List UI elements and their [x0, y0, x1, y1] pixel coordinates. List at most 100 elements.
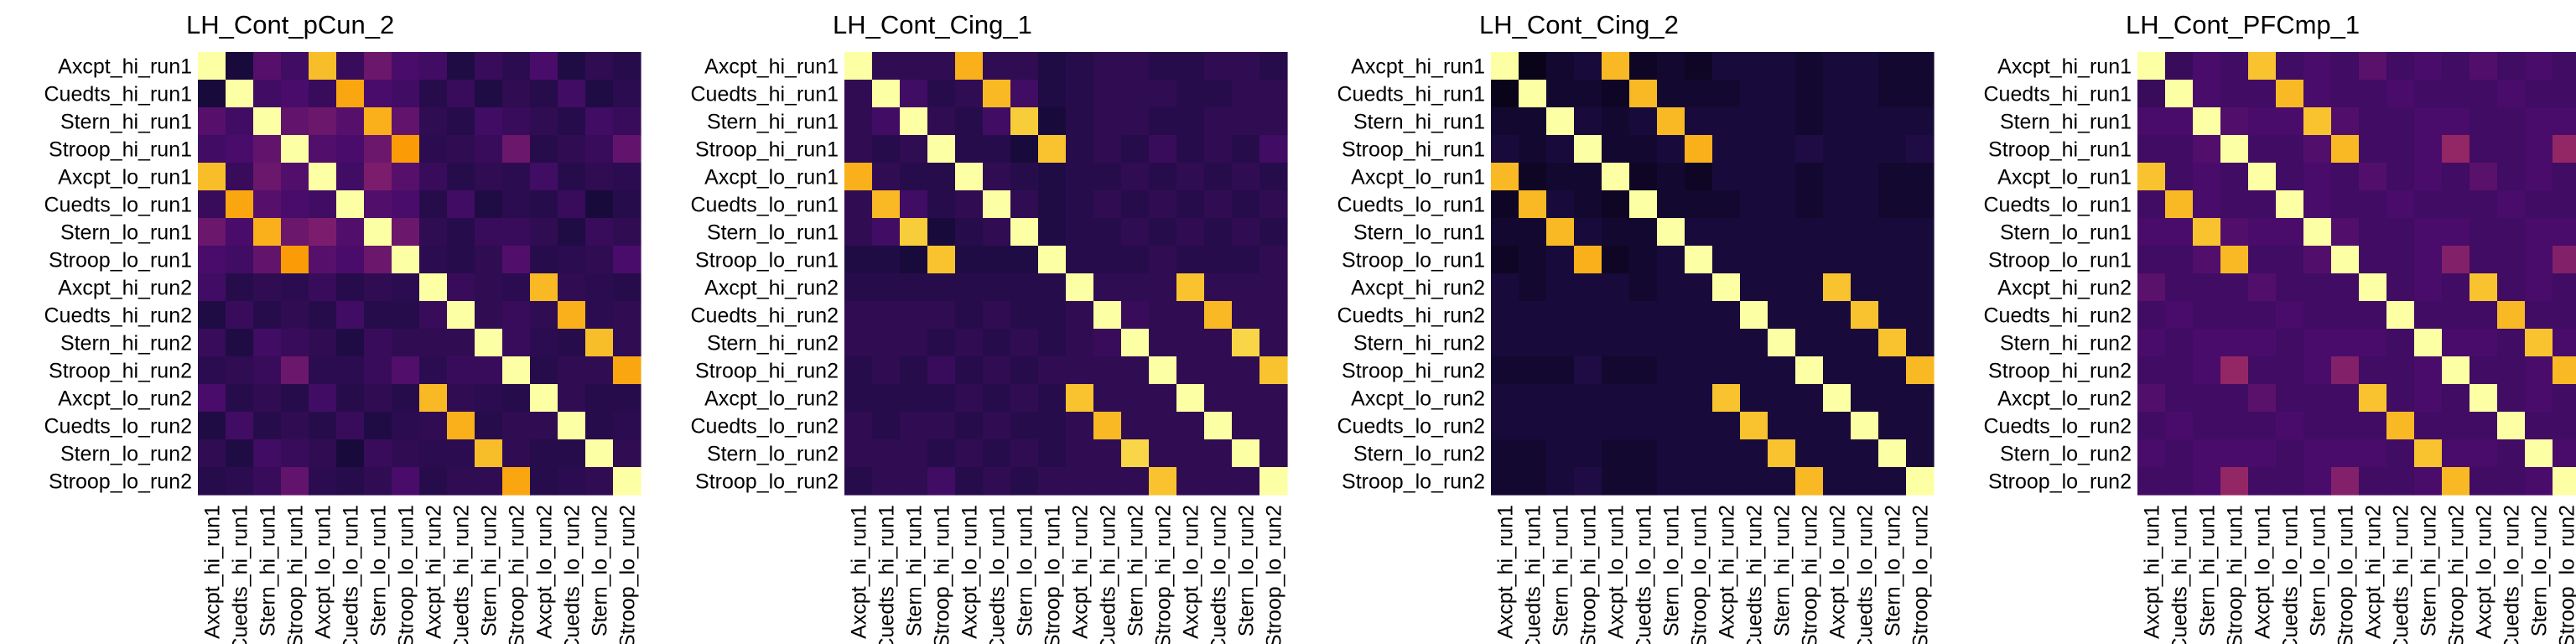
heatmap-cell: [927, 329, 956, 357]
heatmap-cell: [2470, 301, 2498, 330]
heatmap-cell: [1038, 246, 1067, 274]
heatmap-cell: [1491, 412, 1519, 440]
heatmap-cell: [226, 218, 254, 247]
heatmap-panel-2: LH_Cont_Cing_1Axcpt_hi_run1Cuedts_hi_run…: [690, 10, 1288, 644]
heatmap-cell: [530, 467, 558, 496]
heatmap-cell: [1519, 218, 1547, 247]
heatmap-cell: [2553, 467, 2576, 496]
heatmap-cell: [1491, 384, 1519, 413]
heatmap-cell: [281, 246, 309, 274]
heatmap-cell: [1066, 163, 1094, 191]
heatmap-cell: [198, 384, 226, 413]
row-tick-label: Stern_lo_run1: [707, 221, 839, 245]
heatmap-cell: [1574, 52, 1602, 80]
heatmap-cell: [2165, 190, 2194, 219]
heatmap-cell: [1685, 273, 1713, 302]
heatmap-cell: [1546, 135, 1575, 164]
heatmap-cell: [2525, 80, 2553, 108]
heatmap-cell: [1740, 246, 1768, 274]
column-tick-label: Stroop_hi_run1: [284, 505, 308, 644]
heatmap-cell: [1795, 273, 1824, 302]
heatmap-cell: [1768, 218, 1796, 247]
heatmap-cell: [2386, 163, 2415, 191]
column-tick-label: Stroop_hi_run2: [1799, 505, 1822, 644]
heatmap-cell: [558, 218, 586, 247]
heatmap-cell: [585, 412, 614, 440]
heatmap-cell: [1629, 412, 1658, 440]
heatmap-cell: [2553, 439, 2576, 468]
heatmap-cell: [1010, 439, 1039, 468]
heatmap-cell: [281, 356, 309, 385]
heatmap-cell: [530, 218, 558, 247]
heatmap-cell: [1149, 273, 1177, 302]
heatmap-cell: [1038, 135, 1067, 164]
heatmap-cell: [1685, 246, 1713, 274]
heatmap-cell: [530, 135, 558, 164]
heatmap-cell: [1546, 163, 1575, 191]
heatmap-cell: [2414, 163, 2443, 191]
heatmap-cell: [1906, 135, 1935, 164]
heatmap-cell: [336, 107, 365, 136]
heatmap-cell: [1574, 135, 1602, 164]
heatmap-cell: [392, 467, 420, 496]
heatmap-cell: [419, 439, 448, 468]
column-tick-label: Cuedts_hi_run1: [875, 505, 899, 644]
heatmap-cell: [2248, 329, 2277, 357]
column-tick-label: Stern_lo_run2: [1235, 505, 1259, 636]
heatmap-cell: [2165, 384, 2194, 413]
heatmap-cell: [1491, 107, 1519, 136]
heatmap-cell: [364, 384, 392, 413]
column-tick-label: Cuedts_lo_run1: [1633, 505, 1656, 644]
column-tick-label: Axcpt_hi_run2: [1069, 505, 1093, 639]
heatmap-cell: [955, 218, 984, 247]
column-tick-label: Stern_lo_run1: [1660, 505, 1684, 636]
heatmap-cell: [1795, 52, 1824, 80]
heatmap-cell: [502, 329, 531, 357]
heatmap-cell: [1851, 356, 1879, 385]
row-tick-label: Stroop_lo_run2: [49, 470, 192, 494]
heatmap-cell: [475, 163, 503, 191]
heatmap-cell: [2414, 356, 2443, 385]
heatmap-cell: [2331, 52, 2360, 80]
heatmap-cell: [2386, 190, 2415, 219]
heatmap-cell: [530, 356, 558, 385]
heatmap-cell: [2331, 467, 2360, 496]
heatmap-cell: [2165, 163, 2194, 191]
heatmap-cell: [1519, 301, 1547, 330]
heatmap-cell: [1093, 246, 1122, 274]
heatmap-cell: [1010, 329, 1039, 357]
heatmap-cell: [955, 246, 984, 274]
heatmap-cell: [872, 301, 901, 330]
heatmap-cell: [2442, 412, 2470, 440]
heatmap-cell: [1204, 80, 1233, 108]
heatmap-cell: [1712, 412, 1741, 440]
heatmap-cell: [253, 412, 282, 440]
heatmap-cell: [955, 52, 984, 80]
heatmap-cell: [983, 135, 1011, 164]
heatmap-cell: [364, 80, 392, 108]
heatmap-cell: [1906, 356, 1935, 385]
heatmap-cell: [1093, 301, 1122, 330]
column-tick-label: Stroop_lo_run1: [395, 505, 418, 644]
heatmap-cell: [253, 107, 282, 136]
heatmap-cell: [1232, 412, 1260, 440]
heatmap-cell: [1232, 190, 1260, 219]
heatmap-cell: [2303, 273, 2332, 302]
heatmap-cell: [1823, 384, 1852, 413]
heatmap-cell: [2165, 467, 2194, 496]
row-tick-label: Stern_hi_run2: [60, 332, 192, 356]
heatmap-cell: [1176, 246, 1205, 274]
heatmap-cell: [983, 467, 1011, 496]
heatmap-cell: [585, 135, 614, 164]
heatmap-cell: [1010, 356, 1039, 385]
heatmap-cell: [613, 246, 641, 274]
row-tick-label: Cuedts_hi_run2: [1983, 304, 2132, 328]
heatmap-cell: [1491, 52, 1519, 80]
heatmap-cell: [872, 52, 901, 80]
heatmap-cell: [1066, 273, 1094, 302]
row-tick-label: Stern_lo_run1: [60, 221, 192, 245]
heatmap-cell: [983, 246, 1011, 274]
heatmap-cell: [1823, 246, 1852, 274]
heatmap-cell: [2442, 329, 2470, 357]
heatmap-cell: [1546, 107, 1575, 136]
